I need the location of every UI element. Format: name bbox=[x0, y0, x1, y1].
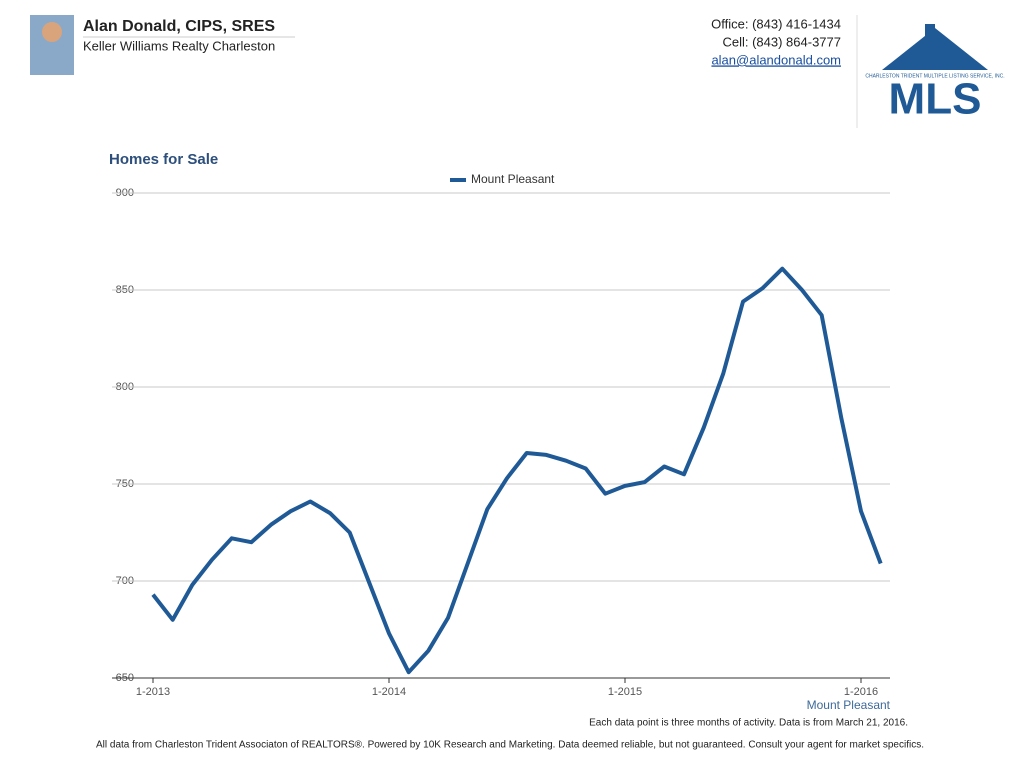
logo-chimney bbox=[925, 24, 935, 38]
company: Keller Williams Realty Charleston bbox=[83, 38, 275, 53]
x-tick-label: 1-2014 bbox=[372, 686, 406, 698]
data-line bbox=[151, 266, 883, 675]
footer-disclaimer: All data from Charleston Trident Associa… bbox=[96, 740, 924, 751]
legend-label: Mount Pleasant bbox=[471, 172, 555, 186]
chart-title: Homes for Sale bbox=[109, 151, 218, 168]
footer-note: Each data point is three months of activ… bbox=[589, 718, 908, 729]
x-axis-label: Mount Pleasant bbox=[807, 698, 891, 712]
agent-name: Alan Donald, CIPS, SRES bbox=[83, 18, 275, 35]
logo-roof bbox=[882, 28, 988, 70]
agent-photo-face bbox=[42, 22, 62, 42]
email[interactable]: alan@alandonald.com bbox=[711, 52, 841, 67]
office-phone: Office: (843) 416-1434 bbox=[711, 16, 841, 31]
cell-phone: Cell: (843) 864-3777 bbox=[722, 34, 841, 49]
x-tick-label: 1-2015 bbox=[608, 686, 642, 698]
logo-subtitle: CHARLESTON TRIDENT MULTIPLE LISTING SERV… bbox=[865, 73, 1004, 79]
x-tick-label: 1-2016 bbox=[844, 686, 878, 698]
logo-text: MLS bbox=[889, 75, 982, 124]
x-tick-label: 1-2013 bbox=[136, 686, 170, 698]
